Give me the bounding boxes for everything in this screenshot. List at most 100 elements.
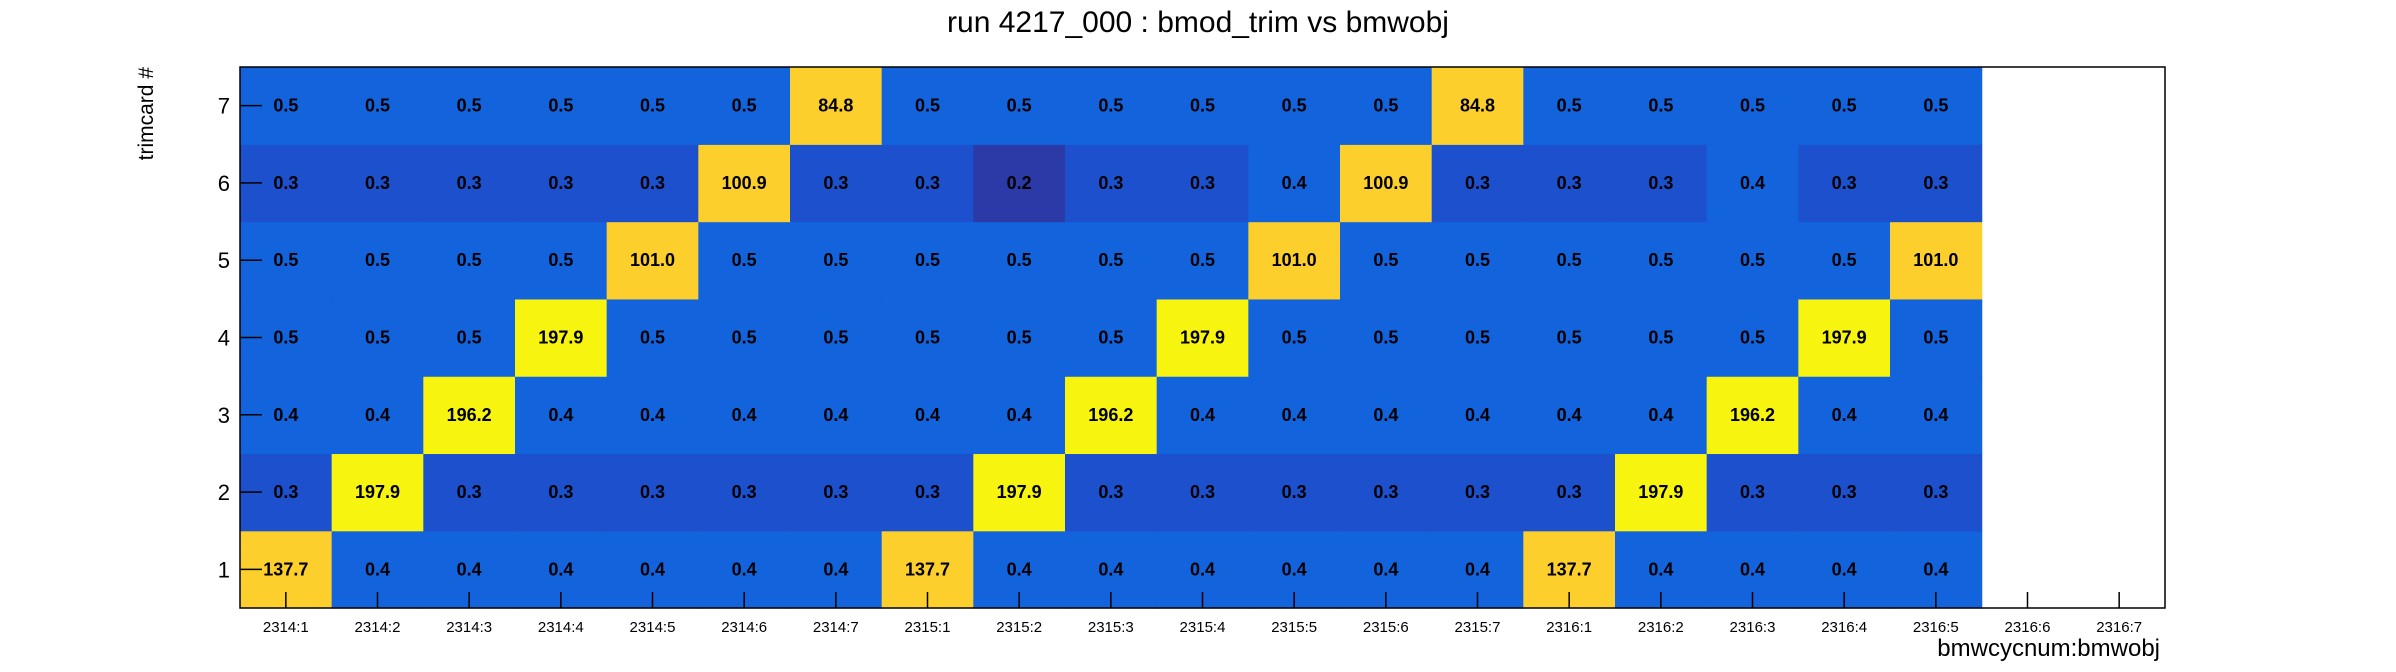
heatmap-cell (1615, 144, 1708, 223)
heatmap-cell (790, 376, 883, 455)
cell-value-label: 0.3 (1832, 173, 1857, 193)
cell-value-label: 0.4 (1740, 173, 1765, 193)
cell-value-label: 0.4 (1832, 405, 1857, 425)
ticks-layer: 1 2 3 4 5 6 7 2314:1 2314:2 2314:3 2314:4 2314:5 231… (218, 94, 2142, 636)
cell-value-label: 0.3 (1098, 482, 1123, 502)
cell-value-label: 137.7 (263, 559, 308, 579)
heatmap-cell (1340, 221, 1433, 300)
cell-value-label: 197.9 (1180, 328, 1225, 348)
cell-value-label: 0.4 (1465, 405, 1490, 425)
heatmap-cell (698, 221, 791, 300)
cell-value-label: 0.3 (1465, 173, 1490, 193)
heatmap-cell (1706, 376, 1799, 455)
heatmap-cell (1798, 376, 1891, 455)
heatmap-cell (881, 144, 974, 223)
heatmap-cell (1798, 298, 1891, 377)
cell-value-label: 100.9 (722, 173, 767, 193)
plot-frame (239, 66, 2166, 609)
cell-value-label: 0.3 (823, 173, 848, 193)
y-tick-label: 5 (218, 248, 230, 273)
heatmap-cell (973, 298, 1066, 377)
heatmap-cell (1156, 67, 1249, 145)
y-tick-label: 7 (218, 94, 230, 119)
heatmap-cell (698, 298, 791, 377)
x-tick-label: 2315:3 (1088, 619, 1134, 636)
heatmap-cell (331, 221, 424, 300)
cell-value-label: 196.2 (447, 405, 492, 425)
heatmap-cell (881, 453, 974, 532)
heatmap-cell (881, 67, 974, 145)
heatmap-cell (1156, 376, 1249, 455)
x-tick-label: 2314:7 (813, 619, 859, 636)
heatmap-cell (698, 67, 791, 145)
heatmap-cell (1431, 298, 1524, 377)
heatmap-cell (1523, 298, 1616, 377)
cell-value-label: 101.0 (630, 250, 675, 270)
heatmap-cell (515, 144, 608, 223)
cell-value-label: 0.3 (457, 173, 482, 193)
cell-value-label: 0.3 (548, 173, 573, 193)
heatmap-cell (1340, 298, 1433, 377)
heatmap-cell (1431, 453, 1524, 532)
cell-value-label: 0.3 (1740, 482, 1765, 502)
x-tick-label: 2314:6 (721, 619, 767, 636)
cell-value-label: 0.5 (457, 96, 482, 116)
cell-value-label: 0.4 (1190, 405, 1215, 425)
heatmap-cell (1706, 453, 1799, 532)
cell-value-label: 0.3 (1098, 173, 1123, 193)
cell-value-label: 0.5 (1557, 328, 1582, 348)
heatmap-cell (1706, 221, 1799, 300)
heatmap-cell (790, 144, 883, 223)
heatmap-cell (790, 67, 883, 145)
cell-value-label: 0.5 (915, 96, 940, 116)
cell-value-label: 137.7 (905, 559, 950, 579)
y-axis-label: trimcard # (135, 67, 158, 161)
cell-value-label: 0.4 (823, 405, 848, 425)
heatmap-cell (1431, 67, 1524, 145)
cell-value-label: 0.4 (1923, 559, 1948, 579)
heatmap-cell (698, 144, 791, 223)
heatmap-cell (1798, 67, 1891, 145)
heatmap-cell (973, 376, 1066, 455)
cell-value-label: 0.4 (1648, 405, 1673, 425)
heatmap-cell (1798, 221, 1891, 300)
heatmap-cell (1615, 221, 1708, 300)
heatmap-cell (1523, 376, 1616, 455)
cell-value-label: 0.5 (1557, 96, 1582, 116)
heatmap-cell (790, 298, 883, 377)
heatmap-cell (1340, 144, 1433, 223)
x-tick-label: 2314:1 (263, 619, 309, 636)
heatmap-cell (515, 376, 608, 455)
cell-value-label: 0.4 (365, 405, 390, 425)
heatmap-cell (1615, 67, 1708, 145)
cell-value-label: 0.3 (273, 482, 298, 502)
cell-value-label: 0.5 (1648, 96, 1673, 116)
heatmap-cell (1065, 221, 1158, 300)
cell-value-label: 0.5 (1373, 250, 1398, 270)
cell-value-label: 0.4 (1098, 559, 1123, 579)
x-tick-label: 2316:7 (2096, 619, 2142, 636)
heatmap-cell (973, 221, 1066, 300)
cell-value-label: 0.5 (732, 328, 757, 348)
y-tick-label: 4 (218, 326, 230, 351)
cell-value-label: 0.5 (1098, 250, 1123, 270)
chart-title: run 4217_000 : bmod_trim vs bmwobj (947, 6, 1449, 39)
x-tick-label: 2315:6 (1363, 619, 1409, 636)
cell-value-label: 196.2 (1088, 405, 1133, 425)
cell-value-label: 137.7 (1547, 559, 1592, 579)
cell-value-label: 100.9 (1363, 173, 1408, 193)
cell-value-label: 0.4 (640, 559, 665, 579)
cell-value-label: 0.4 (1648, 559, 1673, 579)
heatmap-cell (1890, 298, 1983, 377)
cell-value-label: 0.4 (1373, 405, 1398, 425)
heatmap-cell (423, 221, 516, 300)
cell-value-label: 0.5 (457, 328, 482, 348)
heatmap-cell (1065, 453, 1158, 532)
cell-value-label: 0.4 (732, 405, 757, 425)
cell-value-label: 0.5 (1740, 328, 1765, 348)
cell-value-label: 0.5 (273, 96, 298, 116)
cell-value-label: 0.5 (1648, 250, 1673, 270)
heatmap-cell (1340, 67, 1433, 145)
cell-value-label: 0.5 (365, 96, 390, 116)
